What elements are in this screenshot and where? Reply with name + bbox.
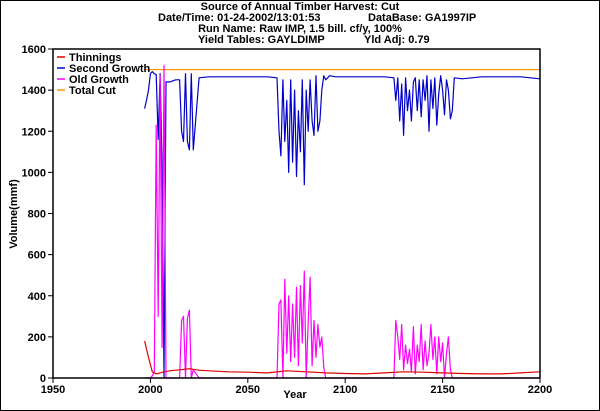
datetime-text: Date/Time: 01-24-2002/13:01:53 bbox=[158, 12, 321, 24]
x-tick-label: 1950 bbox=[41, 384, 65, 396]
series-line-old-growth bbox=[144, 64, 540, 379]
y-tick-label: 600 bbox=[28, 250, 46, 262]
x-tick-label: 2200 bbox=[528, 384, 552, 396]
legend-label-thinnings: Thinnings bbox=[69, 52, 122, 64]
x-tick-label: 2150 bbox=[430, 384, 454, 396]
yield-tables-text: Yield Tables: GAYLDIMP bbox=[198, 34, 325, 46]
y-tick-label: 1600 bbox=[22, 44, 46, 56]
series-line-thinnings bbox=[144, 340, 541, 375]
y-tick-label: 800 bbox=[28, 209, 46, 221]
plot-area-border bbox=[52, 48, 541, 379]
x-tick-label: 2100 bbox=[333, 384, 357, 396]
y-tick-label: 1400 bbox=[22, 85, 46, 97]
series-line-second-growth bbox=[144, 70, 541, 379]
axes: 0 200 400 600 800 1000 1200 1400 1600 1950 2000 205… bbox=[22, 44, 553, 396]
legend-label-second-growth: Second Growth bbox=[69, 63, 151, 75]
x-tick-label: 2000 bbox=[138, 384, 162, 396]
legend-label-total-cut: Total Cut bbox=[69, 85, 116, 97]
y-tick-label: 200 bbox=[28, 332, 46, 344]
y-tick-label: 1200 bbox=[22, 126, 46, 138]
database-text: DataBase: GA1997IP bbox=[368, 12, 477, 24]
series-lines bbox=[144, 64, 541, 379]
y-axis-label: Volume(mmf) bbox=[8, 179, 20, 249]
x-tick-label: 2050 bbox=[236, 384, 260, 396]
y-tick-label: 0 bbox=[40, 373, 46, 385]
yld-adj-text: Yld Adj: 0.79 bbox=[364, 34, 430, 46]
legend-label-old-growth: Old Growth bbox=[69, 74, 129, 86]
y-tick-label: 1000 bbox=[22, 167, 46, 179]
y-tick-label: 400 bbox=[28, 291, 46, 303]
chart-title: Source of Annual Timber Harvest: Cut bbox=[200, 1, 400, 13]
run-name-text: Run Name: Raw IMP, 1.5 bill. cf/y, 100% bbox=[198, 23, 402, 35]
x-axis-label: Year bbox=[283, 389, 307, 401]
